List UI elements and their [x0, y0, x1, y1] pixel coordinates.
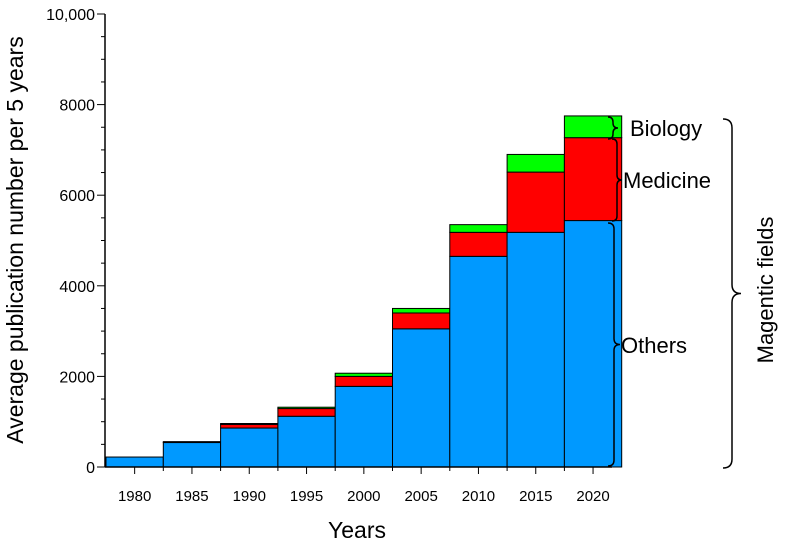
bar-others-2010	[449, 255, 508, 468]
bar-biology-2010	[449, 224, 508, 233]
magnetic-fields-brace-icon	[722, 118, 742, 469]
bar-others-2015	[506, 231, 565, 468]
bar-biology-2005	[392, 307, 451, 314]
x-tick-label: 2000	[347, 488, 380, 505]
bar-biology-1995	[277, 406, 336, 410]
bar-medicine-1995	[277, 408, 336, 417]
y-tick-label: 6000	[59, 188, 95, 205]
x-tick-label: 1980	[118, 488, 151, 505]
bar-others-2020	[563, 220, 623, 468]
bar-others-1995	[277, 415, 336, 468]
bar-biology-1985	[162, 441, 222, 444]
biology-annotation: Biology	[630, 116, 702, 141]
bar-biology-2015	[506, 153, 565, 173]
bar-others-2000	[334, 385, 394, 468]
y-tick-label: 10,000	[46, 7, 95, 24]
y-tick-label: 8000	[59, 98, 95, 115]
others-brace-icon	[607, 222, 621, 467]
x-tick-label: 1990	[233, 488, 266, 505]
x-tick-label: 1985	[175, 488, 208, 505]
x-tick-label: 2010	[462, 488, 495, 505]
bar-biology-1990	[220, 423, 279, 425]
medicine-brace-icon	[611, 138, 623, 222]
bar-medicine-2005	[392, 312, 451, 330]
bar-biology-2020	[563, 115, 623, 139]
biology-brace-icon	[607, 116, 619, 140]
x-tick-label: 2020	[576, 488, 609, 505]
bar-medicine-2000	[334, 375, 394, 387]
bar-medicine-2020	[563, 137, 623, 222]
braces-group	[607, 116, 742, 469]
others-annotation: Others	[621, 333, 687, 358]
bar-others-2005	[392, 328, 451, 468]
x-tick-label: 2015	[519, 488, 552, 505]
y-tick-label: 4000	[59, 279, 95, 296]
magnetic-fields-annotation: Magentic fields	[753, 217, 778, 364]
medicine-annotation: Medicine	[623, 168, 711, 193]
y-axis-label: Average publication number per 5 years	[2, 36, 28, 443]
bar-medicine-2010	[449, 231, 508, 257]
bar-medicine-1990	[220, 423, 279, 429]
bar-biology-2000	[334, 372, 394, 377]
bar-others-1980	[105, 456, 164, 468]
bar-others-1985	[162, 442, 222, 468]
y-tick-label: 0	[86, 460, 95, 477]
bar-medicine-2015	[506, 171, 565, 233]
y-tick-label: 2000	[59, 369, 95, 386]
x-tick-label: 1995	[290, 488, 323, 505]
bar-others-1990	[220, 427, 279, 468]
bars-group	[105, 115, 623, 468]
x-tick-label: 2005	[404, 488, 437, 505]
x-axis-label: Years	[328, 517, 386, 543]
ticks-group: 0 2000 4000 6000 8000 10,000 1980 1985 1990 1995 2…	[46, 7, 610, 505]
